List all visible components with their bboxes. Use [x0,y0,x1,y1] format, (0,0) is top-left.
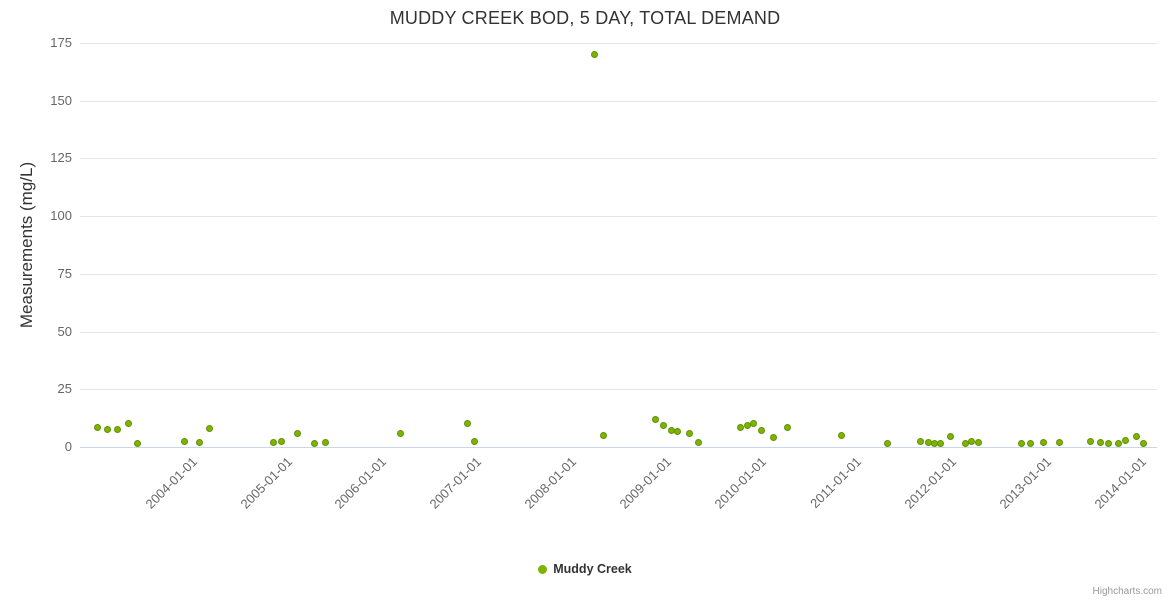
x-tick-label: 2010-01-01 [711,454,770,512]
data-point[interactable] [471,437,479,445]
data-point[interactable] [1096,438,1104,446]
data-point[interactable] [1114,440,1122,448]
data-point[interactable] [180,437,188,445]
data-point[interactable] [968,437,976,445]
data-point[interactable] [884,440,891,448]
y-tick-label: 25 [57,381,72,397]
x-tick-label: 2006-01-01 [331,454,390,512]
x-tick-label: 2013-01-01 [996,454,1054,512]
data-point[interactable] [205,425,213,433]
data-point[interactable] [946,433,954,441]
data-point[interactable] [937,440,945,448]
data-point[interactable] [917,437,925,445]
data-point[interactable] [322,438,330,446]
data-point[interactable] [770,434,778,442]
data-point[interactable] [736,423,744,431]
highcharts-credits-link[interactable]: Highcharts.com [1092,586,1162,597]
data-point[interactable] [196,438,204,446]
legend-item-muddy-creek[interactable]: Muddy Creek [538,562,632,576]
chart-title: MUDDY CREEK BOD, 5 DAY, TOTAL DEMAND [389,8,781,28]
data-point[interactable] [104,426,112,434]
data-point[interactable] [743,421,751,429]
data-point[interactable] [685,429,693,437]
data-point[interactable] [113,426,121,434]
legend-label: Muddy Creek [553,562,632,576]
data-point[interactable] [975,438,983,446]
y-gridline [80,273,1157,275]
y-gridline [80,100,1157,102]
data-point[interactable] [1132,433,1140,441]
x-tick-label: 2008-01-01 [521,454,580,512]
x-tick-label: 2005-01-01 [236,454,295,512]
data-point[interactable] [293,429,301,437]
data-point[interactable] [757,427,765,435]
data-point[interactable] [1087,437,1095,445]
y-gridline [80,216,1157,218]
data-point[interactable] [310,440,318,448]
data-point[interactable] [1017,440,1025,448]
data-point[interactable] [397,429,405,437]
y-tick-label: 0 [64,439,72,454]
data-point[interactable] [1027,440,1035,448]
data-point[interactable] [695,438,703,446]
y-axis-title: Measurements (mg/L) [17,161,36,329]
x-tick-label: 2011-01-01 [806,454,864,511]
y-tick-label: 50 [57,323,72,339]
data-point[interactable] [1039,438,1047,446]
data-point[interactable] [270,438,278,446]
x-tick-label: 2007-01-01 [426,454,485,512]
x-tick-label: 2004-01-01 [142,454,200,512]
data-point[interactable] [667,427,675,435]
data-point[interactable] [590,51,598,59]
legend-marker-icon [538,564,548,574]
x-tick-label: 2014-01-01 [1090,454,1149,512]
y-tick-label: 75 [57,265,72,281]
data-point[interactable] [750,420,758,428]
data-point[interactable] [784,423,792,431]
data-point[interactable] [1140,440,1148,448]
data-point[interactable] [277,437,285,445]
data-point[interactable] [837,431,845,439]
data-point[interactable] [1122,436,1130,444]
data-point[interactable] [660,421,668,429]
y-tick-label: 175 [50,35,72,50]
y-tick-label: 125 [50,150,72,166]
data-point[interactable] [124,420,132,428]
data-point[interactable] [93,423,101,431]
y-gridline [80,331,1157,333]
y-gridline [80,43,1157,44]
data-point[interactable] [1105,440,1113,448]
data-point[interactable] [134,440,142,448]
x-tick-label: 2012-01-01 [901,454,959,512]
x-axis-line [80,447,1157,448]
data-point[interactable] [961,440,969,448]
y-gridline [80,389,1157,391]
x-tick-label: 2009-01-01 [616,454,675,512]
data-point[interactable] [652,415,660,423]
data-point[interactable] [463,420,471,428]
legend: Muddy Creek [0,562,1170,576]
y-gridline [80,158,1157,160]
data-point[interactable] [1055,438,1063,446]
y-tick-label: 100 [50,208,72,224]
data-point[interactable] [600,431,608,439]
data-point[interactable] [930,440,938,448]
data-point[interactable] [674,428,682,436]
y-tick-label: 150 [50,92,72,108]
